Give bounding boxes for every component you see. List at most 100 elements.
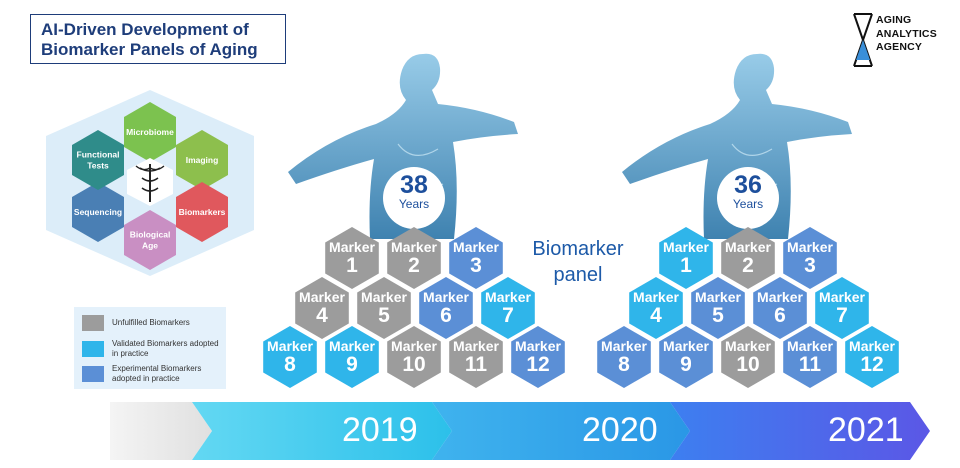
marker-label-11: Marker 11 — [780, 339, 840, 376]
marker-label-1: Marker 1 — [656, 240, 716, 277]
marker-label-6: Marker 6 — [750, 290, 810, 327]
marker-number: 10 — [402, 353, 426, 376]
biomarker-category-cluster: Microbiome Imaging Biomarkers BiologicalAge… — [46, 90, 254, 276]
marker-hex-1 — [659, 227, 713, 289]
marker-number: 9 — [680, 353, 692, 376]
marker-hex-4 — [629, 277, 683, 339]
marker-hex-3 — [449, 227, 503, 289]
timeline-segment-2021 — [670, 402, 930, 460]
marker-label-4: Marker 4 — [626, 290, 686, 327]
marker-hex-5 — [357, 277, 411, 339]
marker-number: 7 — [502, 304, 514, 327]
biomarker-panel-label: Biomarker panel — [532, 238, 624, 286]
marker-hex-8 — [597, 326, 651, 388]
age-value: 38 — [400, 171, 428, 199]
marker-hex-2 — [387, 227, 441, 289]
marker-label-8: Marker 8 — [594, 339, 654, 376]
marker-number: 5 — [378, 304, 390, 327]
marker-name: Marker — [329, 239, 375, 255]
marker-hex-5 — [691, 277, 745, 339]
marker-number: 12 — [860, 353, 884, 376]
marker-number: 6 — [440, 304, 452, 327]
marker-number: 3 — [804, 254, 816, 277]
legend: Unfulfilled Biomarkers Validated Biomark… — [74, 307, 226, 389]
marker-label-8: Marker 8 — [260, 339, 320, 376]
logo-line-1: AGING — [876, 14, 912, 26]
marker-name: Marker — [361, 289, 407, 305]
marker-number: 10 — [736, 353, 760, 376]
marker-hex-1 — [325, 227, 379, 289]
category-hex-biological-age — [124, 210, 176, 270]
marker-label-10: Marker 10 — [384, 339, 444, 376]
marker-number: 1 — [346, 254, 358, 277]
marker-number: 12 — [526, 353, 550, 376]
marker-name: Marker — [849, 338, 895, 354]
marker-label-5: Marker 5 — [688, 290, 748, 327]
age-badge-2021 — [717, 167, 779, 229]
marker-label-9: Marker 9 — [656, 339, 716, 376]
marker-number: 4 — [316, 304, 328, 327]
hourglass-logo-icon — [853, 13, 873, 67]
category-hex-imaging — [176, 130, 228, 190]
marker-label-5: Marker 5 — [354, 290, 414, 327]
marker-hex-7 — [815, 277, 869, 339]
category-label-functional-tests: Functional — [77, 150, 120, 160]
marker-name: Marker — [453, 338, 499, 354]
age-unit: Years — [398, 197, 430, 211]
marker-label-1: Marker 1 — [322, 240, 382, 277]
category-label-sequencing: Sequencing — [74, 207, 122, 217]
marker-number: 2 — [742, 254, 754, 277]
marker-name: Marker — [391, 338, 437, 354]
legend-item-experimental: Experimental Biomarkers adopted in pract… — [82, 364, 230, 383]
marker-hex-12 — [845, 326, 899, 388]
marker-number: 5 — [712, 304, 724, 327]
marker-name: Marker — [819, 289, 865, 305]
category-hex-microbiome — [124, 102, 176, 162]
category-hex-biomarkers — [176, 182, 228, 242]
marker-name: Marker — [601, 338, 647, 354]
marker-name: Marker — [725, 239, 771, 255]
marker-name: Marker — [757, 289, 803, 305]
logo-wordmark: AGING ANALYTICS AGENCY — [876, 14, 937, 55]
marker-hex-7 — [481, 277, 535, 339]
marker-number: 3 — [470, 254, 482, 277]
marker-number: 11 — [798, 353, 822, 376]
timeline-year-2021: 2021 — [828, 411, 904, 449]
marker-label-3: Marker 3 — [446, 240, 506, 277]
marker-label-6: Marker 6 — [416, 290, 476, 327]
marker-label-3: Marker 3 — [780, 240, 840, 277]
marker-name: Marker — [267, 338, 313, 354]
logo-line-3: AGENCY — [876, 41, 923, 53]
marker-label-7: Marker 7 — [478, 290, 538, 327]
timeline-segment-2020 — [432, 402, 690, 460]
caduceus-icon — [127, 158, 173, 206]
marker-hex-10 — [387, 326, 441, 388]
marker-number: 4 — [650, 304, 662, 327]
age-badge-2021-text: 36 Years — [716, 172, 780, 211]
timeline-year-2020: 2020 — [582, 411, 658, 449]
page-title: AI-Driven Development of Biomarker Panel… — [30, 14, 286, 64]
category-label-imaging: Imaging — [186, 155, 219, 165]
marker-number: 2 — [408, 254, 420, 277]
marker-label-12: Marker 12 — [842, 339, 902, 376]
age-badge-2019 — [383, 167, 445, 229]
age-unit: Years — [732, 197, 764, 211]
marker-name: Marker — [299, 289, 345, 305]
category-label-functional-tests: Tests — [87, 161, 109, 171]
marker-label-10: Marker 10 — [718, 339, 778, 376]
marker-name: Marker — [391, 239, 437, 255]
timeline-segment-2019 — [192, 402, 452, 460]
marker-hex-3 — [783, 227, 837, 289]
marker-hex-4 — [295, 277, 349, 339]
marker-name: Marker — [663, 338, 709, 354]
marker-name: Marker — [663, 239, 709, 255]
marker-number: 7 — [836, 304, 848, 327]
marker-name: Marker — [695, 289, 741, 305]
marker-hex-2 — [721, 227, 775, 289]
marker-name: Marker — [453, 239, 499, 255]
marker-number: 11 — [464, 353, 488, 376]
legend-item-validated: Validated Biomarkers adopted in practice — [82, 339, 222, 358]
timeline-year-2019: 2019 — [342, 411, 418, 449]
legend-swatch-unfulfilled — [82, 315, 104, 331]
